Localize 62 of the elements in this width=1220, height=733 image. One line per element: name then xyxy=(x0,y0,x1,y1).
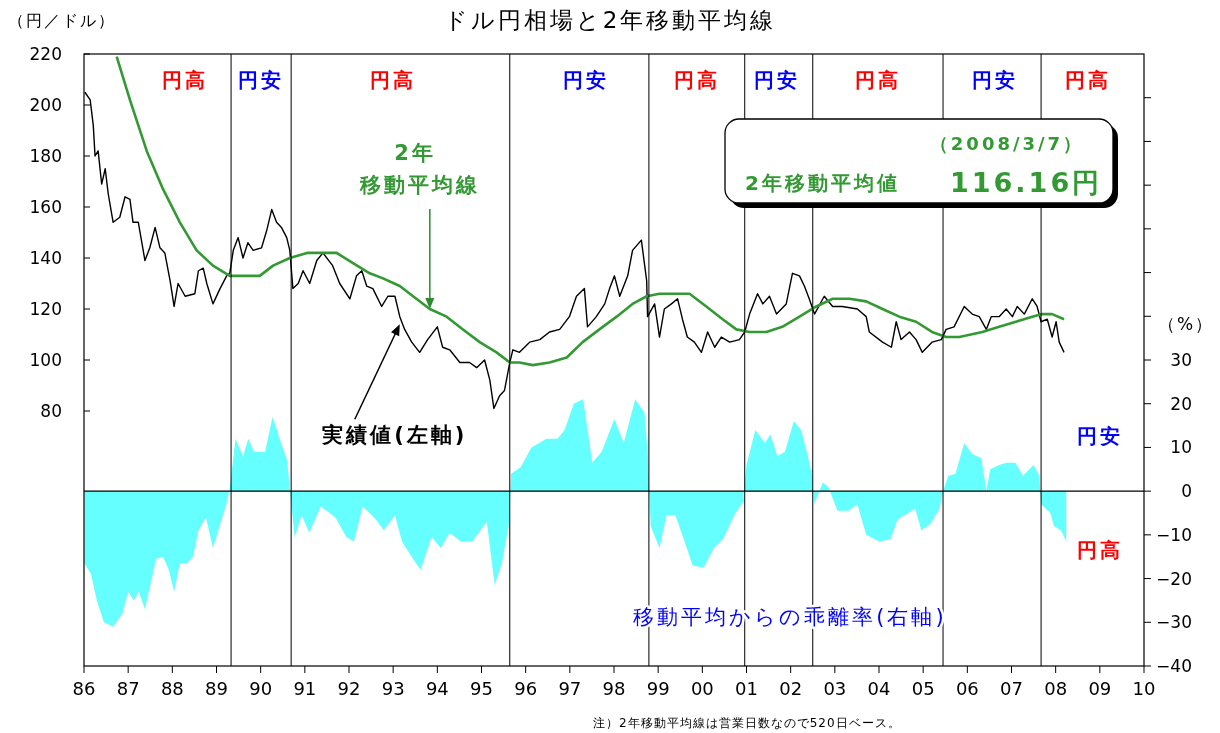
annotation: 円高 xyxy=(1065,68,1111,92)
y-axis-title: （円／ドル） xyxy=(8,11,116,30)
chart-title: ドル円相場と2年移動平均線 xyxy=(443,7,777,33)
y-tick-label: 220 xyxy=(29,43,62,64)
y2-tick-label: 20 xyxy=(1170,393,1192,414)
x-tick-label: 86 xyxy=(72,678,96,699)
x-tick-label: 01 xyxy=(735,678,758,699)
annotation: 移動平均線 xyxy=(358,173,480,197)
annotation: 円高 xyxy=(674,68,720,92)
y-tick-label: 100 xyxy=(29,349,62,370)
x-tick-label: 98 xyxy=(602,678,626,699)
x-tick-label: 07 xyxy=(1000,678,1023,699)
y2-tick-label: −10 xyxy=(1156,524,1192,545)
y2-axis-title: （%） xyxy=(1158,314,1215,334)
x-tick-label: 02 xyxy=(779,678,803,699)
y-tick-label: 180 xyxy=(29,145,62,166)
annotation: 実績値(左軸) xyxy=(321,423,468,448)
x-tick-label: 08 xyxy=(1044,678,1068,699)
annotation: 円安 xyxy=(563,68,609,92)
x-tick-label: 05 xyxy=(911,678,935,699)
x-tick-label: 94 xyxy=(425,678,449,699)
annotation: 円高 xyxy=(162,68,208,92)
x-tick-label: 99 xyxy=(646,678,670,699)
y2-tick-label: −20 xyxy=(1156,568,1192,589)
y-tick-label: 200 xyxy=(29,94,62,115)
x-tick-label: 00 xyxy=(690,678,714,699)
x-tick-label: 90 xyxy=(249,678,273,699)
y2-tick-label: −30 xyxy=(1156,612,1192,633)
annotation: 円高 xyxy=(855,68,901,92)
y2-tick-label: −40 xyxy=(1156,655,1192,676)
x-tick-label: 09 xyxy=(1088,678,1112,699)
y2-tick-label: 0 xyxy=(1181,481,1192,502)
x-tick-label: 89 xyxy=(205,678,228,699)
annotation: 2年移動平均値 xyxy=(745,171,900,195)
y2-tick-label: 30 xyxy=(1170,349,1192,370)
annotation: 円安 xyxy=(754,68,800,92)
y-tick-label: 120 xyxy=(29,298,62,319)
y-tick-label: 160 xyxy=(29,196,62,217)
y2-tick-label: 10 xyxy=(1170,437,1192,458)
text: 注）2年移動平均線は営業日数なので520日ベース。 xyxy=(593,716,901,730)
x-tick-label: 88 xyxy=(160,678,184,699)
annotation: 円安 xyxy=(238,68,284,92)
annotation: 2年 xyxy=(394,141,436,165)
annotation: 円高 xyxy=(370,68,416,92)
x-tick-label: 04 xyxy=(867,678,891,699)
x-tick-label: 87 xyxy=(116,678,140,699)
x-tick-label: 10 xyxy=(1132,678,1156,699)
x-tick-label: 92 xyxy=(337,678,361,699)
y-tick-label: 140 xyxy=(29,247,62,268)
annotation: 円高 xyxy=(1077,538,1123,562)
annotation: （2008/3/7） xyxy=(929,133,1085,154)
x-tick-label: 97 xyxy=(558,678,582,699)
x-tick-label: 96 xyxy=(514,678,538,699)
y-tick-label: 80 xyxy=(40,400,62,421)
x-tick-label: 93 xyxy=(381,678,405,699)
x-tick-label: 03 xyxy=(823,678,847,699)
annotation: 円安 xyxy=(1077,424,1123,448)
annotation: 円安 xyxy=(972,68,1018,92)
x-tick-label: 95 xyxy=(470,678,493,699)
x-tick-label: 06 xyxy=(955,678,979,699)
annotation: 116.16円 xyxy=(950,167,1103,198)
x-tick-label: 91 xyxy=(293,678,317,699)
